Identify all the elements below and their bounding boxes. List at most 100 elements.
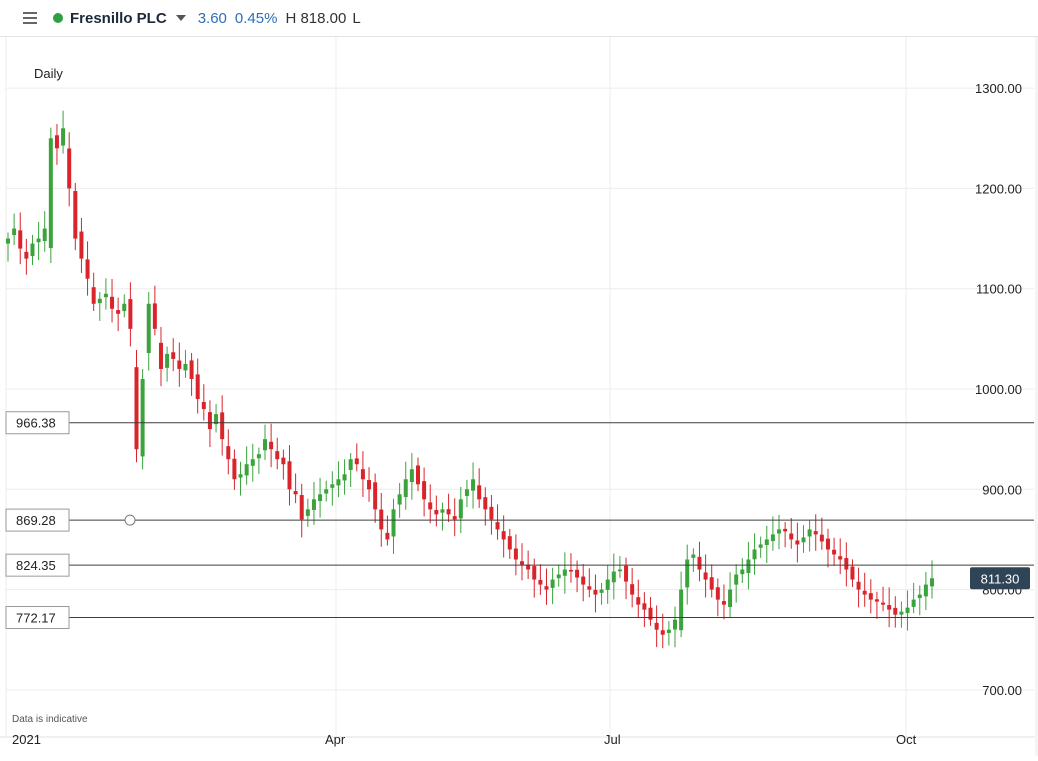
candle-down <box>856 581 861 590</box>
candle-up <box>807 529 812 537</box>
candle-up <box>556 574 561 579</box>
timeframe-label[interactable]: Daily <box>34 66 63 81</box>
candle-down <box>452 516 457 520</box>
candle-down <box>520 561 525 565</box>
candle-up <box>103 293 108 298</box>
x-tick-label: Oct <box>896 732 917 747</box>
candle-down <box>18 230 23 249</box>
horizontal-levels[interactable]: 966.38 869.28 824.35 772.17 <box>5 411 1034 629</box>
candle-up <box>605 579 610 590</box>
y-tick-label: 1300.00 <box>975 81 1022 96</box>
candle-up <box>183 363 188 371</box>
candle-up <box>672 619 677 630</box>
candle-down <box>281 457 286 465</box>
candle-up <box>440 509 445 513</box>
candle-down <box>428 502 433 510</box>
candle-up <box>256 454 261 459</box>
candle-up <box>562 569 567 576</box>
candle-up <box>122 303 127 312</box>
candle-up <box>764 539 769 545</box>
candle-down <box>385 532 390 540</box>
candle-down <box>874 599 879 602</box>
candle-up <box>250 459 255 466</box>
candle-down <box>721 601 726 605</box>
candle-up <box>36 238 41 243</box>
candle-down <box>795 540 800 545</box>
candle-up <box>458 499 463 519</box>
candle-up <box>48 138 53 249</box>
level-label-box <box>5 553 70 577</box>
x-tick-label: Jul <box>604 732 621 747</box>
candle-down <box>715 587 720 600</box>
day-low-label: L <box>352 9 361 27</box>
y-tick-label: 1100.00 <box>976 282 1022 297</box>
caret-down-icon[interactable] <box>175 15 186 21</box>
candle-up <box>305 509 310 516</box>
level-label: 824.35 <box>16 558 56 573</box>
candle-up <box>617 569 622 572</box>
candle-up <box>30 243 35 257</box>
candle-up <box>930 578 934 587</box>
candle-down <box>636 597 641 605</box>
candle-up <box>728 589 733 607</box>
candle-down <box>507 536 512 550</box>
candle-down <box>134 367 139 450</box>
candle-up <box>348 459 353 470</box>
candle-up <box>611 571 616 583</box>
candle-up <box>409 469 414 483</box>
candle-up <box>666 629 671 633</box>
candle-down <box>79 231 84 259</box>
y-tick-label: 900.00 <box>982 482 1022 497</box>
candle-down <box>648 607 653 620</box>
level-label: 869.28 <box>16 513 56 528</box>
day-high: H 818.00 <box>285 9 347 27</box>
candle-up <box>777 529 782 534</box>
candle-down <box>152 303 157 329</box>
candle-down <box>110 296 115 309</box>
candle-down <box>116 310 121 314</box>
candle-down <box>825 538 830 550</box>
candle-down <box>544 586 549 590</box>
instrument-name[interactable]: Fresnillo PLC <box>70 9 167 27</box>
candle-down <box>67 148 72 189</box>
candle-up <box>471 479 476 491</box>
candle-down <box>819 534 824 542</box>
candle-down <box>660 630 665 635</box>
candle-up <box>917 594 922 599</box>
price-chart[interactable]: 966.38 869.28 824.35 772.17 700.00 800.00 900… <box>0 37 1038 756</box>
candle-up <box>905 607 910 614</box>
menu-icon[interactable] <box>23 12 37 24</box>
price-change: 3.60 <box>197 9 227 27</box>
candle-down <box>232 458 237 480</box>
candle-up <box>734 574 739 585</box>
candle-up <box>6 238 10 244</box>
candle-up <box>685 559 690 588</box>
candle-down <box>422 481 427 500</box>
candle-down <box>177 360 182 369</box>
candle-down <box>434 510 439 515</box>
candle-down <box>373 482 378 510</box>
candle-up <box>923 584 928 597</box>
candle-down <box>538 579 543 585</box>
candle-down <box>832 549 837 555</box>
candle-down <box>495 522 500 530</box>
candle-up <box>263 439 268 451</box>
candle-down <box>526 564 531 570</box>
candle-down <box>360 469 365 480</box>
candle-down <box>587 586 592 590</box>
candle-up <box>464 489 469 496</box>
level-label-box <box>5 508 70 532</box>
candle-down <box>85 259 90 279</box>
candle-down <box>575 569 580 578</box>
x-tick-label: 2021 <box>12 732 41 747</box>
candle-down <box>593 589 598 595</box>
candle-down <box>483 497 488 510</box>
data-indicative-note: Data is indicative <box>12 714 88 725</box>
candle-down <box>226 446 231 460</box>
candle-up <box>330 484 335 488</box>
last-price-box <box>970 567 1030 590</box>
candle-down <box>201 401 206 410</box>
candle-down <box>91 287 96 304</box>
drawing-handle-icon <box>124 514 136 526</box>
